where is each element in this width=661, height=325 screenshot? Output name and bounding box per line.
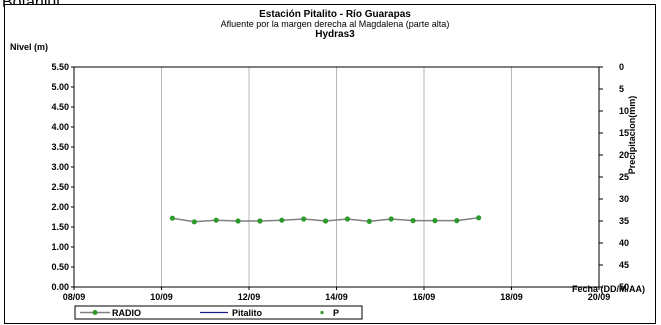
x-tick-label: 14/09 — [325, 292, 348, 302]
chart-frame — [4, 4, 656, 324]
y-tick-label: 3.50 — [51, 142, 69, 152]
y2-tick-label: 25 — [619, 172, 629, 182]
y2-tick-label: 15 — [619, 128, 629, 138]
y-axis-ticks: 0.00 0.50 1.00 1.50 2.00 2.50 3.00 3.50 4.00 4.50… — [51, 62, 74, 292]
x-tick-label: 16/09 — [413, 292, 436, 302]
data-point — [344, 216, 351, 222]
chart-subtitle: Afluente por la margen derecha al Magdal… — [221, 19, 450, 29]
grid-lines — [161, 67, 512, 287]
data-point — [322, 218, 329, 224]
y-tick-label: 3.00 — [51, 162, 69, 172]
x-axis-ticks: 08/09 10/09 12/09 14/09 16/09 18/09 20/09 — [63, 287, 611, 302]
data-point — [213, 217, 219, 223]
y2-tick-label: 0 — [619, 62, 624, 72]
y-tick-label: 4.00 — [51, 122, 69, 132]
legend-pitalito-label: Pitalito — [232, 308, 263, 318]
x-tick-label: 12/09 — [238, 292, 261, 302]
legend: RADIO Pitalito P — [74, 305, 363, 320]
y2-tick-label: 40 — [619, 238, 629, 248]
y2-tick-label: 30 — [619, 194, 629, 204]
data-point — [388, 216, 394, 222]
y-tick-label: 1.00 — [51, 242, 69, 252]
y-tick-label: 2.50 — [51, 182, 69, 192]
data-point — [301, 216, 307, 222]
y2-tick-label: 5 — [619, 84, 624, 94]
y2-tick-label: 45 — [619, 260, 629, 270]
y2-tick-label: 50 — [619, 282, 629, 292]
y-tick-label: 0.00 — [51, 282, 69, 292]
data-point — [432, 218, 438, 224]
y2-tick-label: 10 — [619, 106, 629, 116]
data-point — [257, 218, 263, 224]
y2-tick-label: 35 — [619, 216, 629, 226]
legend-radio-label: RADIO — [112, 308, 141, 318]
legend-p-label: P — [333, 308, 339, 318]
data-point — [191, 219, 197, 225]
series-group — [169, 215, 482, 225]
y-axis-label: Nivel (m) — [10, 42, 48, 52]
data-point — [169, 215, 176, 221]
chart-subtitle-2: Hydras3 — [315, 29, 355, 40]
y2-tick-label: 20 — [619, 150, 629, 160]
x-tick-label: 18/09 — [500, 292, 523, 302]
legend-p-marker — [320, 310, 324, 315]
data-point — [279, 217, 285, 223]
y2-axis-label: Precipitacion(mm) — [627, 96, 637, 175]
data-point — [476, 215, 482, 221]
x-tick-label: 20/09 — [588, 292, 611, 302]
data-point — [235, 218, 241, 224]
y-tick-label: 5.50 — [51, 62, 69, 72]
legend-radio-marker — [92, 310, 98, 315]
data-point — [454, 218, 460, 224]
x-tick-label: 10/09 — [150, 292, 173, 302]
y-tick-label: 1.50 — [51, 222, 69, 232]
y-tick-label: 5.00 — [51, 82, 69, 92]
y2-axis-ticks: 0 5 10 15 20 25 30 35 40 45 50 — [599, 62, 629, 292]
y-tick-label: 0.50 — [51, 262, 69, 272]
y-tick-label: 4.50 — [51, 102, 69, 112]
data-point — [366, 218, 372, 224]
y-tick-label: 2.00 — [51, 202, 69, 212]
x-tick-label: 08/09 — [63, 292, 86, 302]
chart-title: Estación Pitalito - Río Guarapas — [259, 9, 411, 20]
x-axis-label: Fecha (DD/M/AA) — [572, 284, 645, 294]
data-point — [410, 218, 416, 224]
